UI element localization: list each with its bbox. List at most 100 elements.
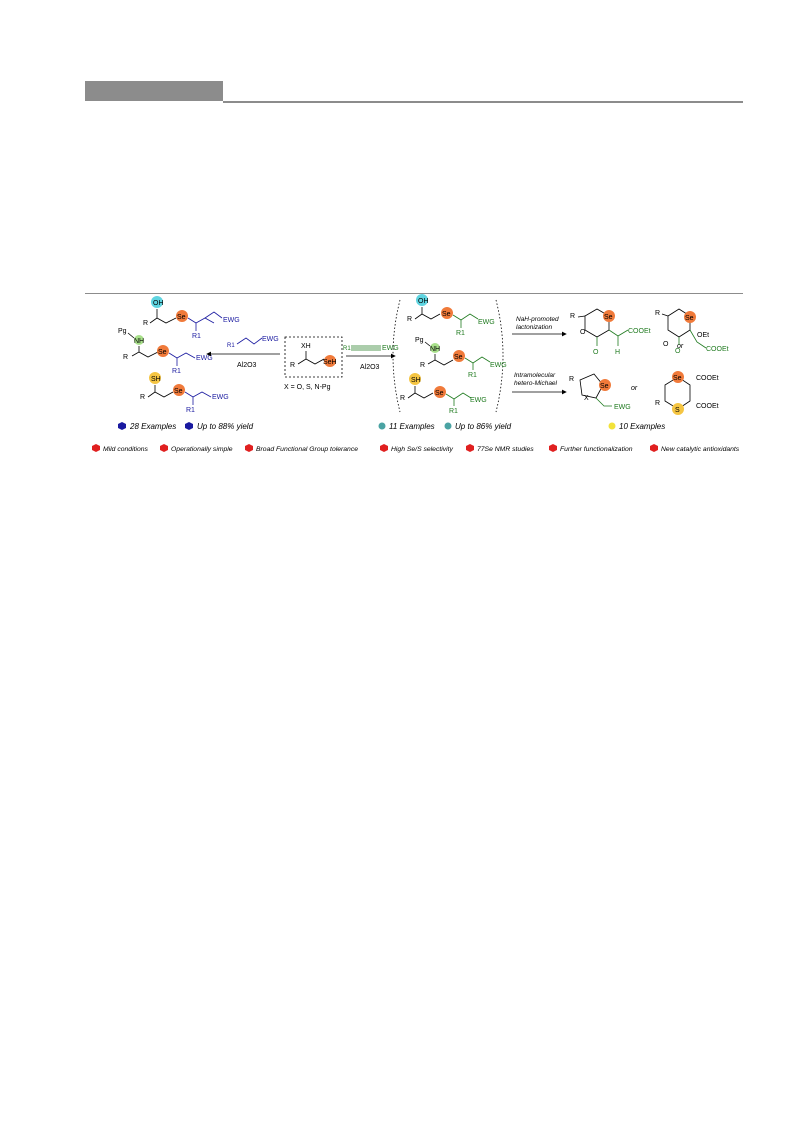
svg-text:R1: R1 [227,343,235,349]
middle-product-oh: OH R Se R1 EWG [407,294,495,337]
svg-text:R: R [290,362,295,369]
svg-text:77Se NMR studies: 77Se NMR studies [477,446,534,453]
svg-text:Further functionalization: Further functionalization [560,446,633,453]
red-hex-bullet [160,444,168,452]
svg-text:OH: OH [418,298,429,305]
svg-text:R1: R1 [343,346,351,352]
svg-text:Al2O3: Al2O3 [237,362,257,369]
teal-dot-bullet [444,422,452,430]
feature-item: Operationally simple [160,444,233,453]
left-product-nh: Pg NH R Se R1 EWG [118,328,213,375]
right-stats: 10 Examples [608,422,665,431]
svg-text:O: O [663,341,669,348]
svg-text:NH: NH [430,346,440,353]
svg-text:R1: R1 [186,407,195,414]
svg-text:R: R [570,313,575,320]
feature-list: Mild conditions Operationally simple Bro… [92,444,740,453]
svg-text:10 Examples: 10 Examples [619,422,665,431]
svg-text:Se: Se [435,390,444,397]
scheme-top-rule [85,293,743,294]
svg-text:O: O [593,349,599,356]
right-top-condition: NaH-promoted lactonization [512,316,567,337]
svg-text:EWG: EWG [223,317,240,324]
red-hex-bullet [380,444,388,452]
svg-text:R1: R1 [449,408,458,415]
red-hex-bullet [650,444,658,452]
lactone-product-2: R Se OEt O O COOEt [655,308,729,355]
section-header-rule [223,101,743,103]
svg-text:EWG: EWG [614,404,631,411]
svg-text:O: O [580,329,586,336]
svg-text:Se: Se [673,375,682,382]
svg-text:Se: Se [454,354,463,361]
svg-text:EWG: EWG [262,336,279,343]
svg-text:Up to 86% yield: Up to 86% yield [455,422,512,431]
svg-text:Operationally simple: Operationally simple [171,446,233,453]
yellow-dot-bullet [608,422,616,430]
svg-text:SH: SH [151,376,161,383]
svg-text:R: R [655,400,660,407]
svg-text:XH: XH [301,343,311,350]
svg-text:Mild conditions: Mild conditions [103,446,149,453]
section-header-box [85,81,223,101]
feature-item: High Se/S selectivity [380,444,454,453]
lactone-product-1: R Se O O H COOEt [570,308,651,356]
svg-text:Se: Se [604,314,613,321]
feature-item: Further functionalization [549,444,633,453]
svg-text:R: R [140,394,145,401]
svg-text:NaH-promoted: NaH-promoted [516,316,559,323]
middle-reagent: R1 EWG Al2O3 [343,345,399,371]
svg-text:Pg: Pg [415,337,424,344]
feature-item: 77Se NMR studies [466,444,534,453]
svg-text:EWG: EWG [470,397,487,404]
svg-text:Se: Se [600,383,609,390]
svg-text:hetero-Michael: hetero-Michael [514,380,558,387]
feature-item: Mild conditions [92,444,149,453]
right-bottom-condition: Intramolecular hetero-Michael [512,372,567,395]
svg-text:COOEt: COOEt [706,346,729,353]
left-product-oh: OH R Se R1 EWG [143,296,240,340]
svg-text:EWG: EWG [382,345,399,352]
red-hex-bullet [92,444,100,452]
middle-product-sh: SH R Se R1 EWG [400,373,487,415]
teal-dot-bullet [378,422,386,430]
left-product-sh: SH R Se R1 EWG [140,372,229,414]
svg-text:Se: Se [174,388,183,395]
left-bracket [392,299,401,413]
svg-text:Se: Se [685,315,694,322]
svg-text:R: R [407,316,412,323]
svg-text:28 Examples: 28 Examples [129,422,176,431]
svg-text:EWG: EWG [478,319,495,326]
svg-text:R1: R1 [456,330,465,337]
right-bracket [495,299,504,413]
red-hex-bullet [245,444,253,452]
blue-hex-bullet [185,422,193,430]
svg-text:R: R [655,310,660,317]
svg-text:EWG: EWG [212,394,229,401]
starting-material-box [284,336,343,378]
svg-text:R: R [400,395,405,402]
svg-text:X = O, S, N-Pg: X = O, S, N-Pg [284,384,331,391]
middle-product-nh: Pg NH R Se R1 EWG [415,337,507,379]
svg-text:SH: SH [411,377,421,384]
svg-text:Intramolecular: Intramolecular [514,372,556,379]
svg-text:H: H [615,349,620,356]
svg-text:Se: Se [158,349,167,356]
svg-text:R: R [143,320,148,327]
reaction-scheme: OH R Se R1 EWG Pg NH R Se R1 EWG SH R Se [92,294,740,453]
svg-text:Se: Se [177,314,186,321]
or-label-top: or [677,343,684,350]
cyclic-product-5ring: R Se X EWG [569,373,631,411]
svg-text:High Se/S selectivity: High Se/S selectivity [391,446,454,453]
svg-text:R1: R1 [468,372,477,379]
svg-text:S: S [675,407,680,414]
svg-text:Al2O3: Al2O3 [360,364,380,371]
left-stats: 28 Examples Up to 88% yield [118,422,254,431]
svg-text:OH: OH [153,300,164,307]
svg-text:lactonization: lactonization [516,324,553,331]
svg-text:Pg: Pg [118,328,127,335]
svg-text:R: R [123,354,128,361]
svg-text:11 Examples: 11 Examples [389,422,435,431]
svg-text:NH: NH [134,338,144,345]
svg-text:Up to 88% yield: Up to 88% yield [197,422,254,431]
